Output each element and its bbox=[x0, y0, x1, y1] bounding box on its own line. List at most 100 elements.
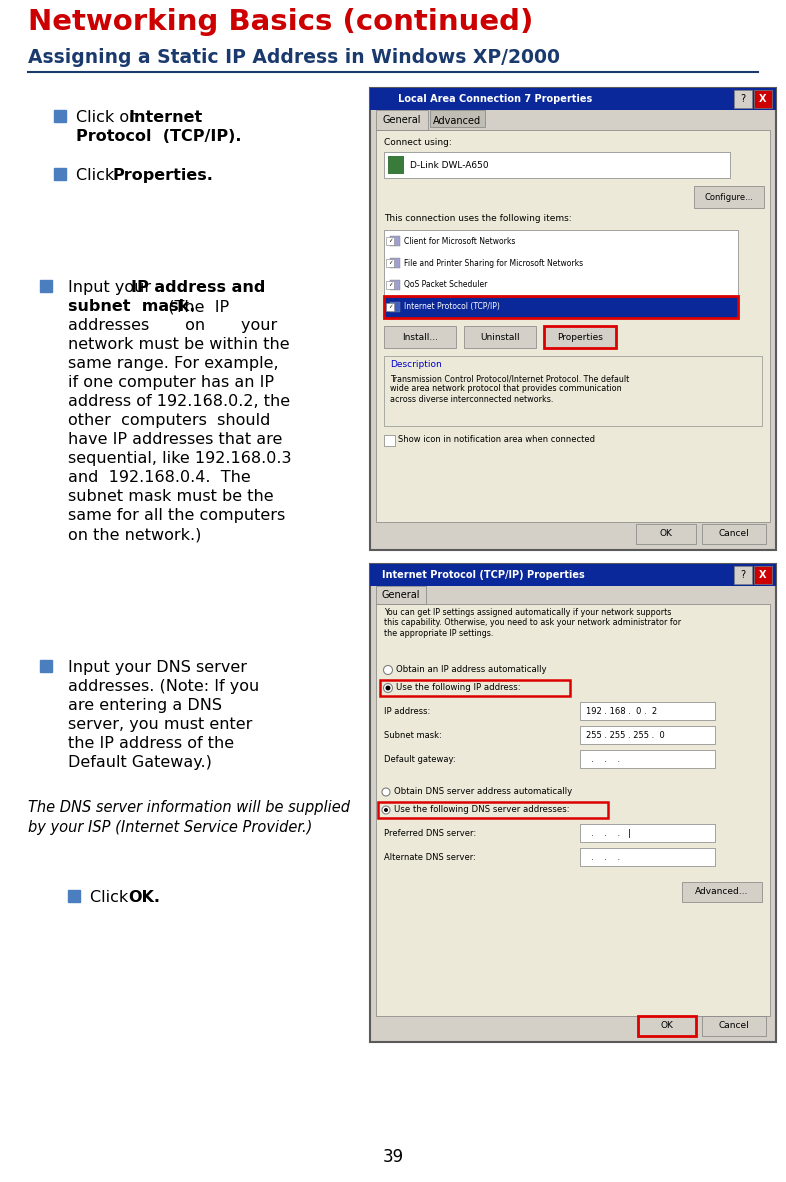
Bar bbox=[734, 90, 752, 108]
Text: Preferred DNS server:: Preferred DNS server: bbox=[384, 829, 476, 838]
Bar bbox=[54, 110, 66, 122]
Text: sequential, like 192.168.0.3: sequential, like 192.168.0.3 bbox=[68, 452, 292, 466]
Text: Internet Protocol (TCP/IP): Internet Protocol (TCP/IP) bbox=[404, 303, 500, 312]
Text: Input your DNS server: Input your DNS server bbox=[68, 660, 247, 675]
Bar bbox=[544, 326, 616, 348]
Bar bbox=[390, 258, 400, 268]
Bar bbox=[638, 1017, 696, 1035]
Ellipse shape bbox=[384, 665, 392, 675]
Text: ?: ? bbox=[740, 95, 746, 104]
Text: address of 192.168.0.2, the: address of 192.168.0.2, the bbox=[68, 394, 290, 409]
Text: Show icon in notification area when connected: Show icon in notification area when conn… bbox=[398, 435, 595, 444]
Text: The DNS server information will be supplied: The DNS server information will be suppl… bbox=[28, 800, 350, 816]
Bar bbox=[376, 110, 428, 130]
Text: same range. For example,: same range. For example, bbox=[68, 356, 278, 371]
Text: ✓: ✓ bbox=[387, 305, 392, 310]
Text: subnet mask must be the: subnet mask must be the bbox=[68, 489, 274, 504]
Bar bbox=[384, 230, 738, 318]
Bar bbox=[390, 236, 400, 246]
Text: Internet: Internet bbox=[128, 110, 202, 125]
Bar bbox=[754, 566, 772, 584]
Text: OK.: OK. bbox=[128, 890, 160, 905]
Text: QoS Packet Scheduler: QoS Packet Scheduler bbox=[404, 280, 487, 290]
Text: Client for Microsoft Networks: Client for Microsoft Networks bbox=[404, 236, 516, 246]
Text: You can get IP settings assigned automatically if your network supports
this cap: You can get IP settings assigned automat… bbox=[384, 608, 681, 638]
Bar bbox=[390, 280, 400, 290]
Text: subnet  mask.: subnet mask. bbox=[68, 299, 196, 314]
Text: network must be within the: network must be within the bbox=[68, 337, 289, 352]
Text: 39: 39 bbox=[383, 1148, 403, 1165]
Text: Advanced...: Advanced... bbox=[696, 888, 749, 896]
Text: addresses. (Note: If you: addresses. (Note: If you bbox=[68, 678, 259, 694]
Bar bbox=[636, 524, 696, 544]
Text: Click on: Click on bbox=[76, 110, 145, 125]
Ellipse shape bbox=[385, 686, 391, 690]
Text: Alternate DNS server:: Alternate DNS server: bbox=[384, 852, 476, 862]
Bar bbox=[580, 847, 715, 866]
Ellipse shape bbox=[382, 788, 390, 795]
Bar bbox=[370, 564, 776, 1043]
Text: File and Printer Sharing for Microsoft Networks: File and Printer Sharing for Microsoft N… bbox=[404, 259, 583, 267]
Bar bbox=[54, 168, 66, 180]
Text: .    .    .   |: . . . | bbox=[586, 829, 631, 838]
Text: OK: OK bbox=[659, 530, 673, 539]
Text: if one computer has an IP: if one computer has an IP bbox=[68, 375, 274, 390]
Text: IP address:: IP address: bbox=[384, 707, 430, 715]
Text: Install...: Install... bbox=[402, 332, 438, 342]
Text: Local Area Connection 7 Properties: Local Area Connection 7 Properties bbox=[388, 95, 592, 104]
Bar bbox=[464, 326, 536, 348]
Text: ✓: ✓ bbox=[387, 260, 392, 266]
Bar bbox=[682, 882, 762, 902]
Text: same for all the computers: same for all the computers bbox=[68, 508, 285, 522]
Text: have IP addresses that are: have IP addresses that are bbox=[68, 431, 282, 447]
Bar bbox=[384, 435, 395, 446]
Ellipse shape bbox=[384, 808, 388, 812]
Text: Transmission Control Protocol/Internet Protocol. The default
wide area network p: Transmission Control Protocol/Internet P… bbox=[390, 374, 630, 404]
Text: Uninstall: Uninstall bbox=[480, 332, 520, 342]
Bar bbox=[386, 238, 394, 245]
Bar bbox=[702, 1017, 766, 1035]
Text: are entering a DNS: are entering a DNS bbox=[68, 699, 222, 713]
Bar bbox=[40, 660, 52, 673]
Text: .    .    .: . . . bbox=[586, 852, 628, 862]
Bar bbox=[388, 156, 404, 174]
Text: Properties: Properties bbox=[557, 332, 603, 342]
Bar bbox=[68, 890, 80, 902]
Text: Cancel: Cancel bbox=[718, 530, 749, 539]
Text: other  computers  should: other computers should bbox=[68, 413, 270, 428]
Bar bbox=[384, 152, 730, 178]
Bar bbox=[694, 186, 764, 208]
Bar bbox=[376, 130, 770, 522]
Bar bbox=[544, 326, 616, 348]
Text: Description: Description bbox=[390, 361, 442, 369]
Bar bbox=[580, 726, 715, 743]
Bar bbox=[384, 296, 738, 318]
Text: Default Gateway.): Default Gateway.) bbox=[68, 755, 212, 769]
Bar bbox=[430, 110, 485, 126]
Ellipse shape bbox=[382, 806, 390, 814]
Bar bbox=[386, 259, 394, 267]
Text: by your ISP (Internet Service Provider.): by your ISP (Internet Service Provider.) bbox=[28, 820, 312, 834]
Text: and  192.168.0.4.  The: and 192.168.0.4. The bbox=[68, 470, 251, 485]
Text: the IP address of the: the IP address of the bbox=[68, 736, 234, 751]
Bar bbox=[370, 87, 776, 550]
Bar bbox=[370, 87, 776, 110]
Text: Obtain DNS server address automatically: Obtain DNS server address automatically bbox=[394, 787, 572, 797]
Text: Cancel: Cancel bbox=[718, 1021, 749, 1031]
Text: 255 . 255 . 255 .  0: 255 . 255 . 255 . 0 bbox=[586, 730, 665, 740]
Bar bbox=[376, 586, 426, 604]
Text: ✓: ✓ bbox=[387, 282, 392, 287]
Text: General: General bbox=[382, 590, 421, 600]
Text: X: X bbox=[759, 570, 767, 580]
Bar bbox=[380, 680, 570, 696]
Text: D-Link DWL-A650: D-Link DWL-A650 bbox=[410, 161, 489, 169]
Bar bbox=[754, 90, 772, 108]
Text: (The  IP: (The IP bbox=[158, 299, 230, 314]
Text: .    .    .: . . . bbox=[586, 754, 620, 764]
Text: IP address and: IP address and bbox=[131, 280, 266, 296]
Text: General: General bbox=[383, 115, 421, 125]
Text: Obtain an IP address automatically: Obtain an IP address automatically bbox=[396, 665, 546, 675]
Bar bbox=[390, 301, 400, 312]
Text: Protocol  (TCP/IP).: Protocol (TCP/IP). bbox=[76, 129, 241, 144]
Text: Configure...: Configure... bbox=[704, 193, 754, 201]
